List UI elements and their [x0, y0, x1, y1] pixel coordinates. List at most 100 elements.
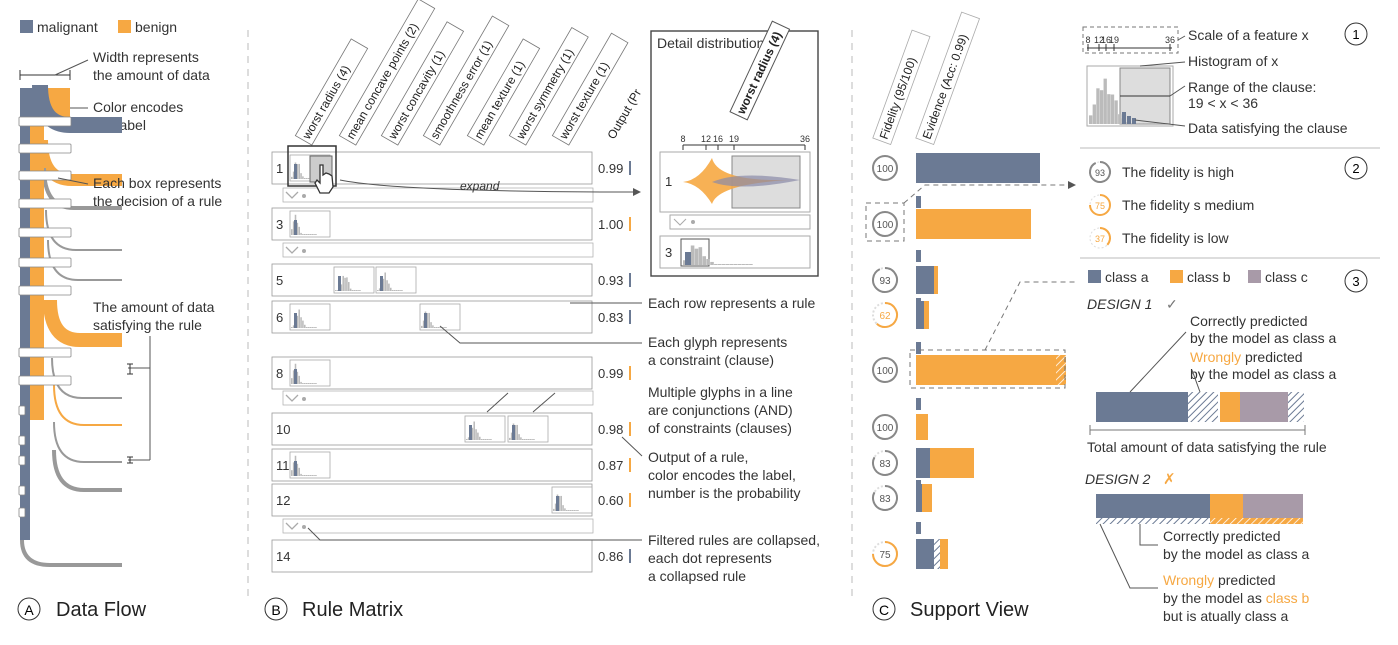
rule-box — [18, 285, 72, 296]
rule-row-id: 1 — [276, 161, 283, 176]
fidelity-legend-text: The fidelity s medium — [1122, 197, 1254, 213]
evidence-bar — [916, 484, 922, 512]
hist-bar — [569, 510, 572, 511]
class-b-swatch — [1170, 270, 1183, 283]
hist-bar — [560, 495, 562, 511]
fidelity-value: 100 — [877, 164, 894, 175]
panel-c-title: Support View — [910, 599, 1029, 621]
rule-row-box — [271, 483, 593, 517]
flow-branch — [43, 299, 122, 347]
rule-box — [18, 507, 26, 518]
scale-tick-label: 16 — [1101, 35, 1111, 45]
hist-bar — [391, 290, 394, 291]
header-box — [508, 26, 589, 146]
rule-output: 0.87 — [598, 458, 623, 473]
rule-row-box — [271, 263, 593, 297]
hist-bar — [480, 439, 483, 440]
detail-tick-label: 8 — [680, 134, 685, 144]
evidence-bar — [916, 355, 1066, 385]
fidelity-arc — [872, 541, 898, 567]
evidence-bar-other — [922, 484, 932, 512]
legend-sat-1 — [1122, 112, 1126, 124]
ann-filter-2: each dot represents — [648, 550, 772, 566]
hist-bar — [566, 510, 568, 511]
rule-output: 1.00 — [598, 217, 623, 232]
hist-bar — [357, 290, 359, 291]
flow-branch — [45, 209, 122, 251]
hist-bar — [384, 272, 386, 291]
hist-bar — [309, 327, 312, 328]
ann-output-1: Output of a rule, — [648, 449, 748, 465]
hist-bar — [683, 260, 687, 265]
scale-leader — [1177, 35, 1186, 41]
hist-bar — [522, 439, 524, 440]
hist-bar — [292, 325, 295, 328]
legend-1-number: 1 — [1352, 27, 1359, 42]
hist-bar — [302, 176, 304, 179]
hist-bar — [721, 264, 726, 265]
panel-b-letter: B — [271, 602, 280, 618]
design-1-check: ✓ — [1166, 296, 1178, 312]
chevron-down-icon — [285, 394, 299, 402]
amount-bar-1 — [127, 363, 133, 375]
detail-title: Detail distribution — [657, 35, 764, 51]
design-1-correct-2: by the model as class a — [1190, 330, 1337, 346]
ann-multi-3: of constraints (clauses) — [648, 420, 792, 436]
design-2-correct-2: by the model as class a — [1163, 546, 1310, 562]
hist-bar — [311, 327, 313, 328]
rule-row-id: 11 — [276, 458, 290, 473]
header-box — [338, 0, 436, 146]
hist-bar — [298, 226, 300, 235]
legend-range-1: Range of the clause: — [1188, 79, 1316, 95]
d2-class-c-hatch — [1243, 518, 1303, 524]
ann-box-2: the decision of a rule — [93, 193, 222, 209]
expand-label: expand — [460, 179, 500, 193]
callout-line-2 — [984, 281, 1075, 351]
clause-hist-highlight — [424, 313, 427, 328]
evidence-bar — [916, 209, 1031, 239]
header-box — [380, 21, 465, 146]
column-header: worst concavity (1) — [380, 21, 465, 146]
flow-trunk-benign — [30, 120, 44, 420]
hist-bar — [718, 264, 722, 265]
class-a-swatch — [1088, 270, 1101, 283]
detail-collapsed — [669, 214, 811, 230]
fidelity-value: 83 — [879, 459, 891, 470]
collapsed-rule-box — [282, 187, 594, 203]
hist-bar — [346, 277, 348, 291]
collapsed-rule — [282, 518, 594, 534]
hist-bar — [706, 258, 710, 265]
design-2-wrong-3: but is atually class a — [1163, 608, 1288, 624]
rule-box — [18, 435, 26, 446]
hist-bar — [1139, 123, 1144, 124]
fidelity-legend-text: The fidelity is high — [1122, 164, 1234, 180]
hist-bar — [292, 370, 295, 384]
hist-bar — [488, 439, 490, 440]
collapsed-rule-box — [282, 390, 594, 406]
hist-bar — [432, 325, 434, 328]
rule-row: 6 0.83 — [271, 300, 631, 334]
rule-box — [18, 455, 26, 466]
panel-b-rule-matrix: worst radius (4)mean concave points (2)w… — [264, 0, 820, 621]
hist-bar — [741, 264, 745, 265]
callout-box-2 — [909, 349, 1066, 389]
clause-hist-highlight — [556, 496, 559, 511]
evidence-bar-other — [924, 301, 929, 329]
support-header-box — [915, 11, 981, 146]
legend-3-circle — [1344, 269, 1368, 293]
scale-tick-label: 12 — [1094, 35, 1104, 45]
hist-bar — [393, 290, 396, 291]
hist-bar — [1096, 88, 1100, 124]
design-1-total: Total amount of data satisfying the rule — [1087, 439, 1327, 455]
wrong-rest: predicted — [1214, 572, 1275, 588]
fidelity-legend-num: 75 — [1095, 201, 1105, 211]
hist-bar — [527, 439, 530, 440]
legend-2-circle — [1344, 156, 1368, 180]
panel-b-title: Rule Matrix — [302, 599, 403, 621]
legend-scale: Scale of a feature x — [1188, 27, 1309, 43]
fidelity-legend-text: The fidelity is low — [1122, 230, 1229, 246]
hist-bar — [401, 290, 403, 291]
hist-bar — [466, 439, 468, 440]
